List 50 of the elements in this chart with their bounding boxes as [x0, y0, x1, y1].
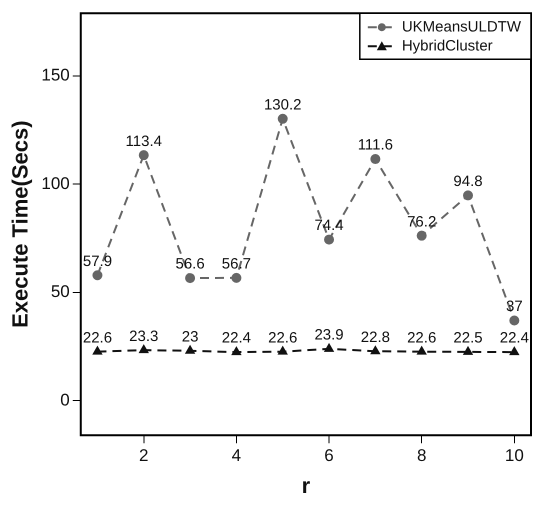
data-label: 22.4	[500, 330, 529, 347]
data-label: 22.6	[407, 329, 436, 346]
point	[464, 346, 472, 355]
point	[416, 230, 427, 241]
data-label: 22.6	[82, 329, 112, 346]
data-label: 22.5	[453, 330, 483, 347]
x-tick-label: 6	[324, 446, 334, 466]
data-label: 22.4	[222, 330, 252, 347]
y-tick-label: 100	[41, 174, 70, 193]
point	[138, 150, 149, 160]
point	[232, 347, 241, 356]
point	[509, 316, 520, 326]
y-tick-label: 50	[50, 282, 70, 302]
point	[186, 346, 195, 354]
x-tick-label: 10	[504, 446, 524, 466]
data-label: 56.6	[175, 256, 205, 273]
x-tick-label: 4	[232, 446, 242, 466]
data-label: 22.6	[268, 329, 298, 346]
data-label: 23.9	[314, 326, 344, 344]
y-axis-title: Execute Time(Secs)	[7, 120, 32, 328]
data-label: 111.6	[358, 136, 394, 154]
legend-label: HybridCluster	[402, 37, 493, 54]
point	[92, 346, 102, 355]
point	[463, 190, 474, 200]
point	[278, 346, 288, 355]
point	[231, 272, 242, 283]
point	[324, 234, 334, 245]
data-label: 76.2	[407, 213, 436, 230]
data-label: 57.9	[82, 252, 112, 270]
point	[370, 154, 380, 164]
point	[185, 273, 196, 284]
point	[92, 270, 102, 280]
data-label: 23.3	[129, 328, 158, 345]
y-tick-label: 150	[41, 66, 70, 85]
legend-label: UKMeansULDTW	[402, 18, 522, 36]
data-label: 23	[182, 328, 198, 346]
x-tick-label: 2	[139, 446, 148, 466]
data-label: 22.8	[360, 328, 390, 346]
point	[370, 346, 380, 354]
x-tick-label: 8	[416, 446, 426, 466]
point	[139, 345, 148, 354]
point	[510, 347, 519, 356]
data-label: 130.2	[264, 96, 302, 114]
data-label: 94.8	[453, 173, 483, 190]
point	[324, 344, 334, 352]
point	[417, 346, 426, 355]
data-label: 113.4	[126, 132, 162, 150]
y-tick-label: 0	[60, 390, 70, 410]
x-axis-title: r	[302, 472, 311, 498]
point	[278, 114, 288, 124]
